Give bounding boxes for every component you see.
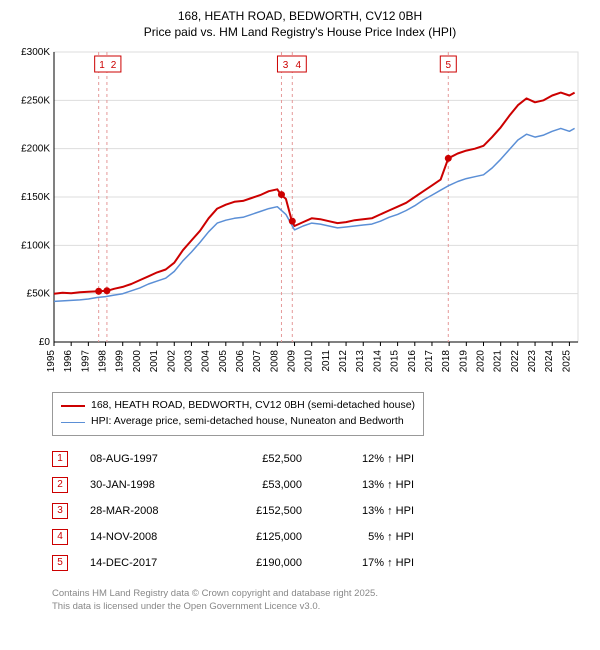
svg-text:4: 4: [295, 60, 301, 71]
sale-row: 1 08-AUG-1997 £52,500 12% ↑ HPI: [52, 446, 590, 472]
svg-text:2003: 2003: [183, 350, 194, 373]
svg-text:2005: 2005: [218, 350, 229, 373]
svg-text:2: 2: [111, 60, 117, 71]
svg-text:2008: 2008: [269, 350, 280, 373]
svg-text:5: 5: [446, 60, 452, 71]
svg-text:2024: 2024: [544, 350, 555, 373]
sale-row: 3 28-MAR-2008 £152,500 13% ↑ HPI: [52, 498, 590, 524]
sale-hpi-diff: 13% ↑ HPI: [324, 479, 414, 491]
svg-text:£0: £0: [39, 337, 51, 348]
sale-date: 14-DEC-2017: [90, 557, 200, 569]
sales-table: 1 08-AUG-1997 £52,500 12% ↑ HPI 2 30-JAN-1998…: [52, 446, 590, 576]
svg-text:2000: 2000: [132, 350, 143, 373]
svg-text:£50K: £50K: [27, 289, 51, 300]
sale-price: £52,500: [222, 453, 302, 465]
svg-text:2011: 2011: [321, 350, 332, 372]
legend-label: HPI: Average price, semi-detached house,…: [91, 414, 404, 430]
svg-text:2004: 2004: [201, 350, 212, 373]
sale-date: 08-AUG-1997: [90, 453, 200, 465]
svg-text:2021: 2021: [493, 350, 504, 373]
svg-text:£300K: £300K: [21, 47, 50, 58]
sale-price: £190,000: [222, 557, 302, 569]
svg-text:2010: 2010: [304, 350, 315, 373]
svg-text:£100K: £100K: [21, 241, 50, 252]
sale-price: £125,000: [222, 531, 302, 543]
svg-text:£250K: £250K: [21, 96, 50, 107]
svg-text:2018: 2018: [441, 350, 452, 373]
svg-text:1: 1: [99, 60, 105, 71]
sale-date: 14-NOV-2008: [90, 531, 200, 543]
svg-text:2009: 2009: [287, 350, 298, 373]
legend-swatch: [61, 422, 85, 423]
sale-row: 4 14-NOV-2008 £125,000 5% ↑ HPI: [52, 524, 590, 550]
svg-text:2020: 2020: [476, 350, 487, 373]
sale-hpi-diff: 12% ↑ HPI: [324, 453, 414, 465]
sale-hpi-diff: 5% ↑ HPI: [324, 531, 414, 543]
svg-text:2014: 2014: [372, 350, 383, 373]
svg-text:2002: 2002: [166, 350, 177, 373]
line-chart: £0 £50K £100K £150K £200K £250K £300K 1995 1996 1…: [16, 44, 584, 384]
svg-text:2016: 2016: [407, 350, 418, 373]
sale-marker-number: 4: [52, 529, 68, 545]
svg-text:3: 3: [283, 60, 289, 71]
svg-text:1998: 1998: [98, 350, 109, 373]
sale-marker-number: 1: [52, 451, 68, 467]
footer-line1: Contains HM Land Registry data © Crown c…: [52, 588, 590, 601]
svg-text:2022: 2022: [510, 350, 521, 373]
copyright-footer: Contains HM Land Registry data © Crown c…: [52, 588, 590, 614]
footer-line2: This data is licensed under the Open Gov…: [52, 601, 590, 614]
sale-hpi-diff: 17% ↑ HPI: [324, 557, 414, 569]
legend-item: HPI: Average price, semi-detached house,…: [61, 414, 415, 430]
legend-item: 168, HEATH ROAD, BEDWORTH, CV12 0BH (sem…: [61, 398, 415, 414]
title-address: 168, HEATH ROAD, BEDWORTH, CV12 0BH: [10, 8, 590, 24]
svg-text:2006: 2006: [235, 350, 246, 373]
svg-text:2007: 2007: [252, 350, 263, 373]
svg-text:2017: 2017: [424, 350, 435, 373]
svg-text:£200K: £200K: [21, 144, 50, 155]
svg-text:£150K: £150K: [21, 192, 50, 203]
sale-row: 5 14-DEC-2017 £190,000 17% ↑ HPI: [52, 550, 590, 576]
svg-text:2019: 2019: [458, 350, 469, 373]
svg-text:2001: 2001: [149, 350, 160, 373]
sale-marker-number: 5: [52, 555, 68, 571]
sale-marker-number: 2: [52, 477, 68, 493]
chart-title: 168, HEATH ROAD, BEDWORTH, CV12 0BH Pric…: [10, 8, 590, 40]
svg-text:1999: 1999: [115, 350, 126, 373]
svg-text:2015: 2015: [390, 350, 401, 373]
sale-price: £152,500: [222, 505, 302, 517]
sale-row: 2 30-JAN-1998 £53,000 13% ↑ HPI: [52, 472, 590, 498]
svg-text:1995: 1995: [46, 350, 57, 373]
sale-price: £53,000: [222, 479, 302, 491]
svg-text:2013: 2013: [355, 350, 366, 373]
svg-text:2025: 2025: [561, 350, 572, 373]
sale-marker-number: 3: [52, 503, 68, 519]
svg-text:2012: 2012: [338, 350, 349, 373]
svg-text:1996: 1996: [63, 350, 74, 373]
title-subtitle: Price paid vs. HM Land Registry's House …: [10, 24, 590, 40]
sale-hpi-diff: 13% ↑ HPI: [324, 505, 414, 517]
svg-text:2023: 2023: [527, 350, 538, 373]
sale-date: 28-MAR-2008: [90, 505, 200, 517]
legend-label: 168, HEATH ROAD, BEDWORTH, CV12 0BH (sem…: [91, 398, 415, 414]
svg-text:1997: 1997: [80, 350, 91, 373]
chart-legend: 168, HEATH ROAD, BEDWORTH, CV12 0BH (sem…: [52, 392, 424, 436]
legend-swatch: [61, 405, 85, 407]
sale-date: 30-JAN-1998: [90, 479, 200, 491]
